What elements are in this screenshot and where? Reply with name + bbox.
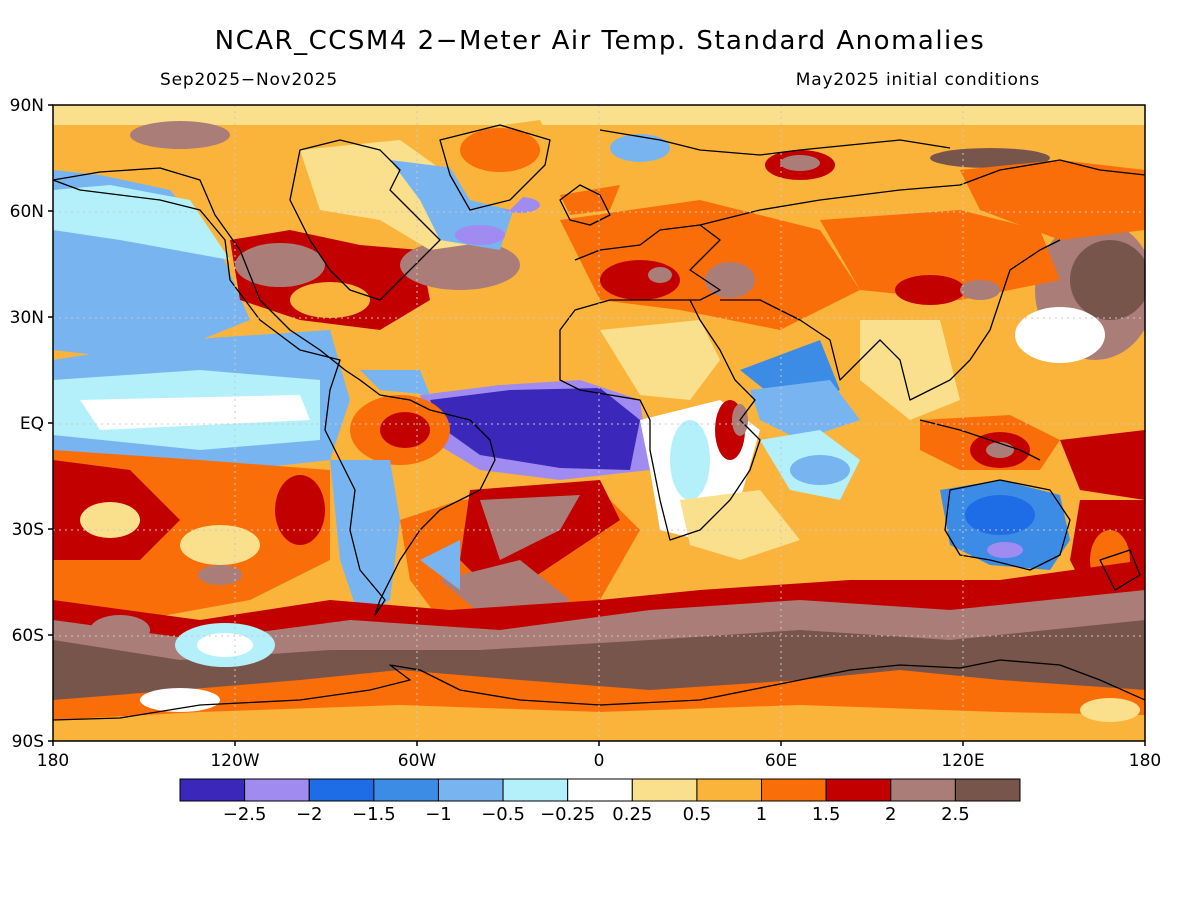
colorbar-label: −1	[425, 804, 452, 825]
lon-tick-label: 60W	[398, 751, 437, 771]
lat-tick-label: 60S	[12, 626, 44, 646]
anomaly-field	[53, 105, 1145, 741]
colorbar-swatch	[954, 778, 1021, 802]
coastlines	[53, 124, 1145, 721]
colorbar-swatch	[373, 778, 439, 802]
colorbar-label: 0.5	[683, 804, 712, 825]
colorbar-swatch	[696, 778, 763, 802]
colorbar-swatch	[437, 778, 504, 802]
colorbar-swatch	[308, 778, 375, 802]
colorbar-swatch	[244, 778, 310, 802]
latitude-axis: 90N 60N 30N EQ 30S 60S 90S	[10, 96, 53, 752]
initial-conditions: May2025 initial conditions	[795, 70, 1040, 90]
map-title: NCAR_CCSM4 2−Meter Air Temp. Standard An…	[214, 26, 986, 56]
lat-tick-label: 90N	[10, 96, 44, 116]
longitude-axis: 180 120W 60W 0 60E 120E 180	[37, 741, 1161, 771]
colorbar: −2.5 −2 −1.5 −1 −0.5 −0.25 0.25 0.5 1 1.5 2 2.5	[179, 778, 1021, 825]
forecast-period: Sep2025−Nov2025	[160, 70, 338, 90]
graticule	[53, 105, 1145, 741]
lon-tick-label: 60E	[765, 751, 797, 771]
lon-tick-label: 0	[594, 751, 605, 771]
colorbar-label: 0.25	[612, 804, 652, 825]
colorbar-label: 2.5	[941, 804, 970, 825]
lon-tick-label: 120W	[210, 751, 259, 771]
colorbar-label: 2	[885, 804, 896, 825]
colorbar-label: −2.5	[223, 804, 267, 825]
lon-tick-label: 120E	[941, 751, 984, 771]
lat-tick-label: 90S	[12, 732, 44, 752]
colorbar-swatch	[761, 778, 827, 802]
colorbar-label: −1.5	[352, 804, 396, 825]
colorbar-swatch	[567, 778, 633, 802]
lon-tick-label: 180	[37, 751, 69, 771]
colorbar-swatch	[502, 778, 569, 802]
colorbar-label: 1.5	[812, 804, 841, 825]
lat-tick-label: 30S	[12, 520, 44, 540]
colorbar-swatch	[631, 778, 698, 802]
colorbar-label: −0.25	[540, 804, 595, 825]
lat-tick-label: 60N	[10, 202, 44, 222]
lon-tick-label: 180	[1129, 751, 1161, 771]
colorbar-swatch	[890, 778, 956, 802]
lat-tick-label: EQ	[20, 414, 44, 434]
colorbar-swatch	[179, 778, 246, 802]
colorbar-label: −0.5	[481, 804, 525, 825]
colorbar-label: −2	[296, 804, 323, 825]
colorbar-label: 1	[756, 804, 767, 825]
colorbar-swatch	[825, 778, 892, 802]
lat-tick-label: 30N	[10, 308, 44, 328]
